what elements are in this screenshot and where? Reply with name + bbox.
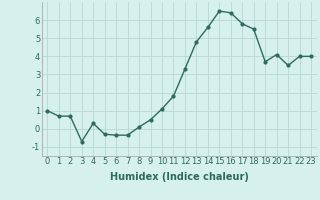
X-axis label: Humidex (Indice chaleur): Humidex (Indice chaleur): [110, 172, 249, 182]
